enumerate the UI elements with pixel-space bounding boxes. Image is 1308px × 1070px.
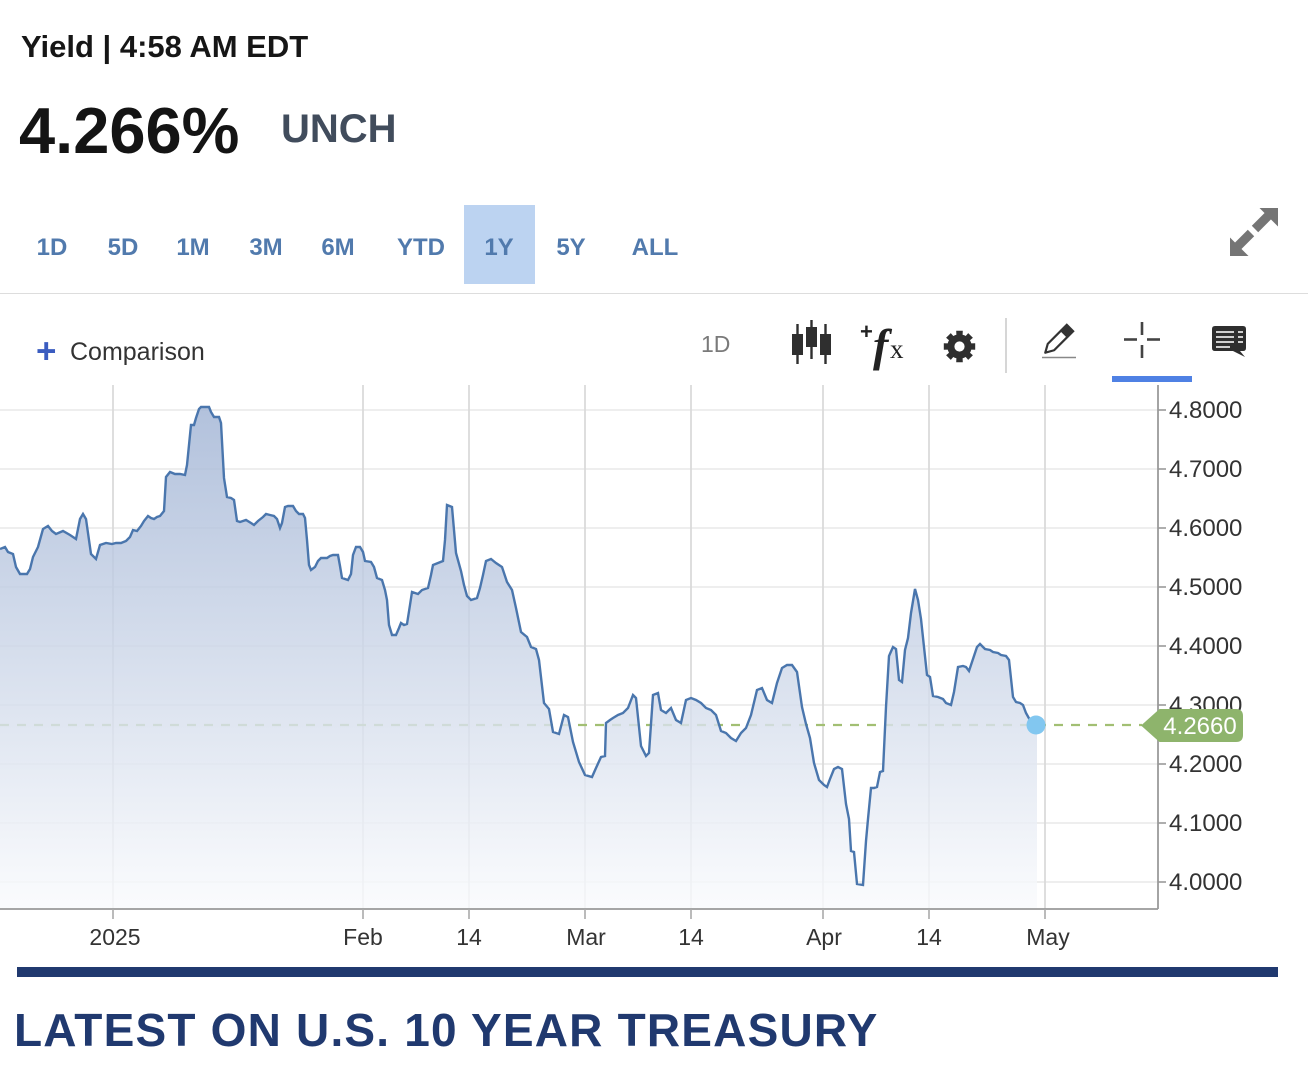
svg-text:Apr: Apr: [806, 924, 842, 950]
svg-text:14: 14: [678, 924, 704, 950]
svg-text:4.1000: 4.1000: [1169, 810, 1242, 837]
svg-text:4.4000: 4.4000: [1169, 633, 1242, 660]
svg-text:2025: 2025: [89, 924, 140, 950]
svg-text:May: May: [1026, 924, 1070, 950]
svg-text:f: f: [873, 320, 893, 371]
svg-text:4.2000: 4.2000: [1169, 751, 1242, 778]
svg-text:4.8000: 4.8000: [1169, 397, 1242, 424]
svg-text:Mar: Mar: [566, 924, 606, 950]
svg-text:4.0000: 4.0000: [1169, 869, 1242, 896]
svg-text:+: +: [860, 319, 873, 344]
svg-text:14: 14: [456, 924, 482, 950]
svg-text:4.2660: 4.2660: [1163, 713, 1236, 740]
svg-text:Feb: Feb: [343, 924, 383, 950]
svg-text:14: 14: [916, 924, 942, 950]
svg-text:4.5000: 4.5000: [1169, 574, 1242, 601]
svg-text:4.6000: 4.6000: [1169, 515, 1242, 542]
svg-text:x: x: [890, 334, 904, 364]
svg-text:4.7000: 4.7000: [1169, 456, 1242, 483]
